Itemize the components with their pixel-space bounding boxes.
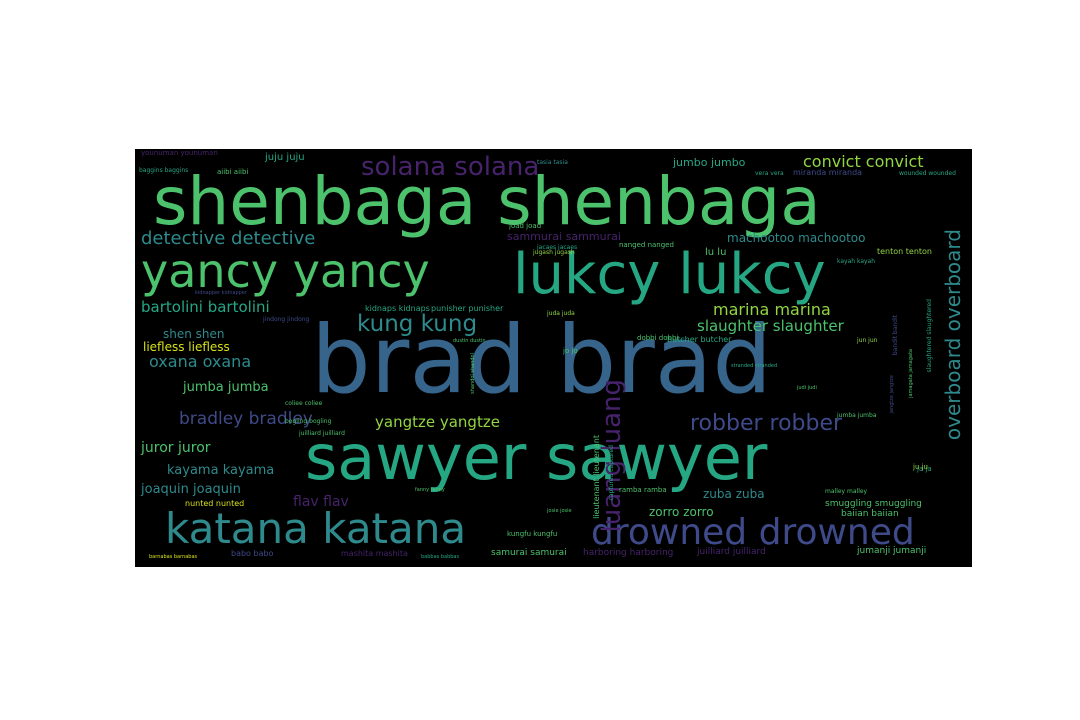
word-coliee: coliee coliee xyxy=(285,400,323,407)
word-overboard: overboard overboard xyxy=(941,229,965,441)
word-cloud-image: shenbaga shenbaga brad brad sawyer sawye… xyxy=(135,149,972,567)
word-drowned: drowned drowned xyxy=(591,512,915,553)
word-convict: convict convict xyxy=(803,152,924,171)
word-lieutenant: lieutenant lieutenant xyxy=(592,435,601,519)
word-joad: joad joad xyxy=(509,222,542,230)
word-harboring: harboring harboring xyxy=(583,548,674,558)
word-judi: judi judi xyxy=(797,385,817,391)
word-slaughter: slaughter slaughter xyxy=(697,317,844,335)
word-oxana: oxana oxana xyxy=(149,352,252,371)
word-shen: shen shen xyxy=(163,327,225,341)
word-dustin: dustin dustin xyxy=(453,338,486,344)
word-tasia: tasia tasia xyxy=(537,159,568,166)
word-babo: babo babo xyxy=(231,549,274,558)
word-jamagata: jamagata jamagata xyxy=(908,349,914,398)
word-vera: vera vera xyxy=(755,170,784,177)
word-yangtze: yangtze yangtze xyxy=(375,413,500,431)
word-jumanji: jumanji jumanji xyxy=(857,546,927,556)
word-nanged: nanged nanged xyxy=(619,241,674,249)
word-smuggling: smuggling smuggling xyxy=(825,499,922,509)
word-miranda: miranda miranda xyxy=(793,168,863,177)
word-sammurai: sammurai sammurai xyxy=(507,230,621,243)
word-shandol: shandol shandol xyxy=(470,353,476,394)
word-jindong: jindong jindong xyxy=(263,316,310,323)
word-kidnaps: kidnaps kidnaps xyxy=(365,304,430,313)
word-nunted: nunted nunted xyxy=(185,499,245,508)
word-mashita: mashita mashita xyxy=(341,549,408,558)
word-kidnapper: kidnapper kidnapper xyxy=(195,290,247,296)
word-zorro: zorro zorro xyxy=(649,505,714,519)
word-ju: ju ju xyxy=(913,463,928,471)
word-wounded: wounded wounded xyxy=(899,170,956,177)
word-captured: captured captured xyxy=(608,445,615,501)
word-tenton: tenton tenton xyxy=(877,247,933,256)
word-machootoo: machootoo machootoo xyxy=(727,231,866,245)
word-detective: detective detective xyxy=(141,228,316,249)
word-stranded: stranded stranded xyxy=(731,363,778,369)
word-jun: jun jun xyxy=(857,337,878,344)
word-slaughtered: slaughtered slaughtered xyxy=(926,299,933,373)
word-zuba: zuba zuba xyxy=(703,487,765,501)
word-bogling: bogling bogling xyxy=(285,418,332,425)
word-bradley: bradley bradley xyxy=(179,409,313,429)
word-lukcy: lukcy lukcy xyxy=(513,242,826,307)
word-lu: lu lu xyxy=(705,247,727,258)
word-juda: juda juda xyxy=(547,310,575,317)
word-butcher: butcher butcher xyxy=(667,335,732,344)
word-kungfu: kungfu kungfu xyxy=(507,530,558,538)
word-ramba: ramba ramba xyxy=(619,486,667,494)
word-babbas: babbas babbas xyxy=(421,554,460,560)
word-jacaes: jacaes jacaes xyxy=(537,244,578,251)
word-baiian: baiian baiian xyxy=(841,509,899,519)
word-marina: marina marina xyxy=(713,300,831,319)
word-samurai: samurai samurai xyxy=(491,548,567,558)
word-jumba: jumba jumba xyxy=(183,380,269,395)
word-josie: josie josie xyxy=(547,508,572,514)
word-solana: solana solana xyxy=(361,152,540,182)
word-sawyer: sawyer sawyer xyxy=(305,421,768,494)
word-brad: brad brad xyxy=(311,306,773,415)
word-fanny: fanny fanny xyxy=(415,487,445,493)
word-juju: juju juju xyxy=(265,152,305,163)
word-juilliard: juilliard juilliard xyxy=(697,547,766,557)
word-kayah: kayah kayah xyxy=(837,258,876,265)
word-aiibi: aiibi aiibi xyxy=(217,168,249,176)
word-jugash: jugash jugash xyxy=(533,249,575,256)
word-juilliard-small: juilliard juilliard xyxy=(299,430,345,437)
word-jumba-small: jumba jumba xyxy=(837,412,877,419)
word-punisher: punisher punisher xyxy=(431,304,504,313)
word-ja: ja ja xyxy=(917,465,932,473)
word-shenbaga: shenbaga shenbaga xyxy=(153,163,821,240)
word-jangtze: jangtze jangtze xyxy=(889,375,895,414)
word-robber: robber robber xyxy=(690,411,843,436)
word-jumbo: jumbo jumbo xyxy=(673,156,746,169)
word-joaquin: joaquin joaquin xyxy=(141,482,241,497)
word-juror: juror juror xyxy=(141,440,211,456)
word-malley: malley malley xyxy=(825,488,868,495)
word-liefless: liefless liefless xyxy=(143,340,230,354)
word-kung: kung kung xyxy=(357,311,478,337)
word-barnabas: barnabas barnabas xyxy=(149,554,198,560)
word-jo: jo jo xyxy=(563,347,578,355)
word-younuman: younuman younuman xyxy=(141,149,218,157)
word-bartolini: bartolini bartolini xyxy=(141,298,270,316)
word-kayama: kayama kayama xyxy=(167,463,275,478)
word-dobbi: dobbi dobbi xyxy=(637,334,679,342)
word-flav: flav flav xyxy=(293,494,349,510)
word-bandit: bandit bandit xyxy=(892,315,899,356)
word-yancy: yancy yancy xyxy=(141,244,430,298)
word-baggins: baggins baggins xyxy=(139,167,189,174)
word-katana: katana katana xyxy=(165,504,467,553)
